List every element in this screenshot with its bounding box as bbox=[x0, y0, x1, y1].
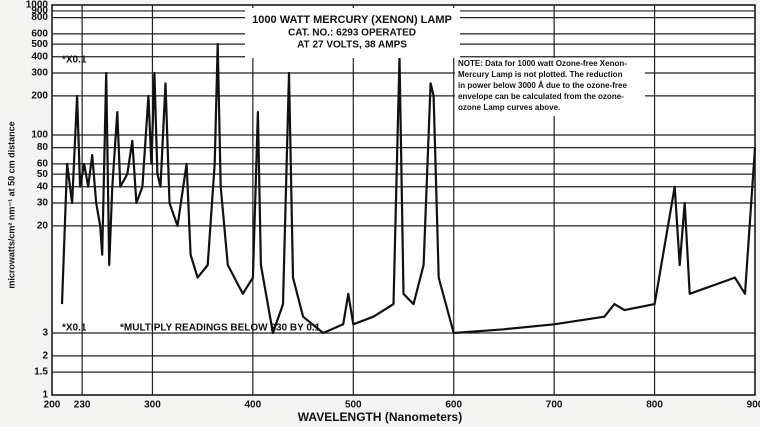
note: ozone Lamp curves above. bbox=[458, 103, 560, 112]
annotation: *X0.1 bbox=[62, 55, 87, 66]
y-tick-label: 1000 bbox=[26, 0, 49, 11]
annotation: *MULTIPLY READINGS BELOW 230 BY 0.1 bbox=[120, 323, 321, 334]
y-tick-label: 3 bbox=[42, 328, 48, 339]
note: NOTE: Data for 1000 watt Ozone-free Xeno… bbox=[458, 59, 627, 68]
x-tick-label: 200 bbox=[44, 400, 61, 411]
x-tick-label: 400 bbox=[245, 400, 262, 411]
y-tick-label: 1.5 bbox=[34, 367, 48, 378]
y-tick-label: 1 bbox=[42, 390, 48, 401]
y-tick-label: 60 bbox=[37, 158, 49, 169]
title-box bbox=[245, 8, 460, 58]
plot-area bbox=[51, 4, 757, 396]
y-tick-label: 100 bbox=[31, 130, 48, 141]
y-tick-label: 300 bbox=[31, 68, 48, 79]
y-tick-label: 600 bbox=[31, 28, 48, 39]
y-tick-label: 900 bbox=[31, 6, 48, 17]
y-tick-label: 400 bbox=[31, 51, 48, 62]
x-tick-label: 230 bbox=[74, 400, 91, 411]
y-tick-label: 80 bbox=[37, 142, 49, 153]
y-axis-title: microwatts/cm² nm⁻¹ at 50 cm distance bbox=[6, 121, 16, 288]
annotation: *X0.1 bbox=[62, 323, 87, 334]
spectrum-line bbox=[60, 43, 757, 335]
x-tick-label: 600 bbox=[445, 400, 462, 411]
y-tick-label: 40 bbox=[37, 181, 49, 192]
y-tick-label: 2 bbox=[42, 351, 48, 362]
plot-frame bbox=[51, 4, 756, 396]
note: in power below 3000 Å due to the ozone-f… bbox=[458, 81, 627, 90]
y-tick-label: 800 bbox=[31, 12, 48, 23]
x-tick-label: 900 bbox=[747, 400, 760, 411]
y-tick-label: 50 bbox=[37, 169, 49, 180]
chart-subtitle: CAT. NO.: 6293 OPERATED bbox=[288, 28, 416, 39]
note: Mercury Lamp is not plotted. The reducti… bbox=[458, 70, 623, 79]
chart-subtitle: AT 27 VOLTS, 38 AMPS bbox=[297, 40, 407, 51]
x-tick-label: 500 bbox=[345, 400, 362, 411]
y-tick-label: 30 bbox=[37, 198, 49, 209]
y-tick-label: 200 bbox=[31, 91, 48, 102]
x-tick-label: 300 bbox=[144, 400, 161, 411]
y-tick-label: 500 bbox=[31, 39, 48, 50]
note: envelope can be calculated from the ozon… bbox=[458, 92, 624, 101]
chart-title: 1000 WATT MERCURY (XENON) LAMP bbox=[252, 14, 452, 26]
note-box bbox=[455, 58, 645, 116]
x-tick-label: 700 bbox=[546, 400, 563, 411]
y-tick-label: 20 bbox=[37, 221, 49, 232]
x-tick-label: 800 bbox=[646, 400, 663, 411]
x-axis-title: WAVELENGTH (Nanometers) bbox=[298, 410, 462, 424]
